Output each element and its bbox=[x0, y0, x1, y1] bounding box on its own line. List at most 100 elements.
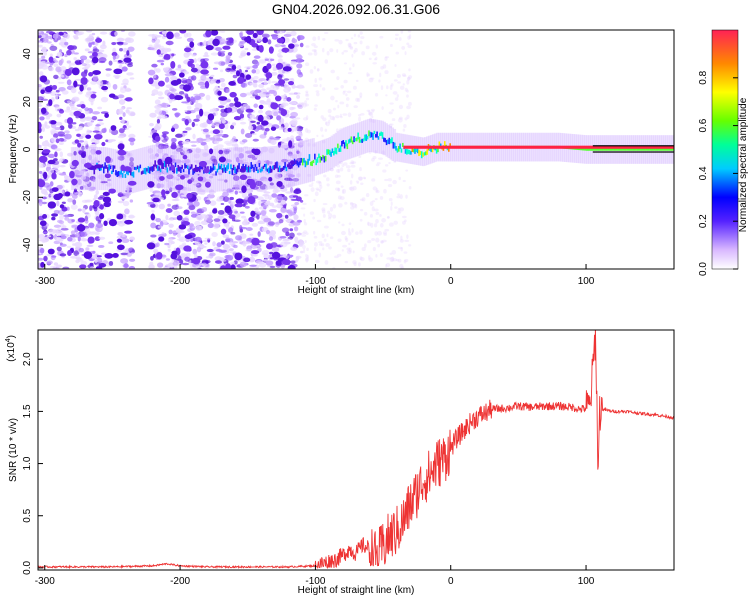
spectrogram-speckle bbox=[304, 100, 308, 105]
spectrogram-speckle bbox=[195, 196, 202, 201]
spectrogram-ridge-cell bbox=[146, 168, 148, 172]
spectrogram-speckle bbox=[212, 158, 217, 162]
spectrogram-speckle bbox=[367, 110, 371, 113]
spectrogram-speckle bbox=[389, 124, 393, 129]
spectrogram-blob bbox=[117, 244, 125, 251]
spectrogram-speckle bbox=[73, 188, 77, 193]
spectrogram-halo bbox=[265, 146, 269, 190]
spectrogram-speckle bbox=[63, 214, 71, 218]
spectrogram-speckle bbox=[243, 218, 248, 223]
spectrogram-blob bbox=[117, 213, 124, 219]
spectrogram-speckle bbox=[355, 231, 359, 235]
spectrogram-speckle bbox=[48, 193, 52, 198]
spectrogram-speckle bbox=[379, 223, 384, 228]
spectrogram-ridge-cell bbox=[159, 168, 162, 173]
spectrogram-halo bbox=[326, 138, 330, 172]
spectrogram-blob bbox=[250, 210, 256, 217]
spectrogram-speckle bbox=[293, 86, 301, 89]
spectrogram-speckle bbox=[290, 30, 297, 36]
spectrogram-blob bbox=[265, 72, 273, 79]
spectrogram-speckle bbox=[55, 138, 60, 144]
spectrogram-blob bbox=[108, 218, 118, 227]
spectrogram-speckle bbox=[67, 236, 73, 242]
spectrogram-speckle bbox=[99, 31, 108, 35]
colorbar-tick-label: 0.6 bbox=[698, 118, 709, 132]
spectrogram-ridge-peak bbox=[403, 145, 674, 149]
snr-y-tick-label: 0.5 bbox=[22, 508, 33, 522]
spectrogram-speckle bbox=[390, 201, 393, 206]
spectrogram-speckle bbox=[316, 68, 320, 72]
spectrogram-ridge-cell bbox=[259, 168, 262, 173]
spectrogram-speckle bbox=[304, 127, 309, 133]
spectrogram-speckle bbox=[357, 34, 361, 38]
spectrogram-speckle bbox=[332, 116, 336, 121]
spectrogram-ridge-cell bbox=[147, 166, 150, 174]
spectrogram-speckle bbox=[345, 103, 349, 108]
spectrogram-ridge-cell bbox=[404, 149, 407, 154]
spectrogram-speckle bbox=[147, 47, 155, 51]
spectrogram-blob bbox=[83, 251, 93, 260]
spectrogram-ridge-cell bbox=[219, 165, 221, 170]
spectrogram-speckle bbox=[201, 262, 207, 267]
spectrogram-speckle bbox=[280, 44, 286, 48]
spectrogram-speckle bbox=[210, 74, 215, 78]
spectrogram-ridge-cell bbox=[354, 138, 357, 142]
spectrogram-speckle bbox=[368, 57, 372, 61]
spectrogram-speckle bbox=[60, 74, 65, 78]
spectrogram-speckle bbox=[206, 217, 213, 223]
spectrogram-speckle bbox=[306, 254, 309, 259]
spectrogram-speckle bbox=[208, 175, 214, 179]
spectrogram-speckle bbox=[286, 177, 292, 180]
spectrogram-ridge-cell bbox=[388, 137, 391, 145]
spectrogram-speckle bbox=[359, 96, 362, 99]
spectrogram-speckle bbox=[53, 262, 59, 266]
spectrogram-speckle bbox=[63, 34, 68, 38]
spectrogram-ridge-cell bbox=[627, 148, 630, 151]
spectrogram-speckle bbox=[228, 214, 236, 219]
spectrogram-speckle bbox=[314, 104, 318, 107]
spectrogram-speckle bbox=[305, 45, 310, 48]
spectrogram-speckle bbox=[301, 86, 305, 89]
spectrogram-speckle bbox=[363, 211, 368, 216]
spectrogram-speckle bbox=[371, 200, 376, 203]
spectrogram-blob bbox=[217, 90, 222, 96]
spectrogram-ridge-cell bbox=[174, 162, 177, 168]
spectrogram-blob bbox=[67, 45, 75, 51]
spectrogram-speckle bbox=[227, 52, 233, 57]
spectrogram-ridge-cell bbox=[162, 163, 165, 169]
spectrogram-speckle bbox=[86, 129, 91, 136]
spectrogram-speckle bbox=[291, 120, 298, 127]
spectrogram-speckle bbox=[79, 140, 85, 143]
spectrogram-ridge-cell bbox=[594, 148, 596, 151]
spectrogram-ridge-cell bbox=[113, 165, 116, 169]
spectrogram-speckle bbox=[172, 230, 177, 237]
spectrogram-blob bbox=[157, 158, 163, 166]
spectrogram-halo bbox=[123, 151, 127, 195]
spectrogram-speckle bbox=[64, 109, 72, 113]
spectrogram-speckle bbox=[89, 266, 96, 269]
spectrogram-speckle bbox=[195, 147, 199, 150]
spectrogram-speckle bbox=[191, 75, 197, 81]
spectrogram-speckle bbox=[307, 52, 313, 56]
spectrogram-blob bbox=[77, 217, 86, 223]
spectrogram-speckle bbox=[403, 260, 407, 264]
spectrogram-halo bbox=[239, 147, 242, 191]
spectrogram-speckle bbox=[359, 198, 364, 201]
spectrogram-speckle bbox=[89, 144, 97, 150]
spectrogram-speckle bbox=[404, 258, 409, 263]
spectrogram-speckle bbox=[404, 117, 408, 121]
spectrogram-speckle bbox=[182, 262, 190, 266]
spectrogram-speckle bbox=[220, 259, 227, 262]
spectrogram-ridge-cell bbox=[226, 165, 228, 172]
spectrogram-speckle bbox=[152, 34, 159, 39]
spectrogram-blob bbox=[218, 149, 224, 155]
spectrogram-speckle bbox=[370, 77, 375, 80]
spectrogram-ridge-cell bbox=[610, 148, 612, 151]
spectrogram-ridge-cell bbox=[272, 165, 274, 170]
spectrogram-ridge-cell bbox=[646, 148, 649, 151]
spectrogram-speckle bbox=[294, 126, 298, 132]
spectrogram-ridge-cell bbox=[188, 168, 190, 175]
spectrogram-speckle bbox=[50, 144, 58, 150]
spectrogram-speckle bbox=[99, 261, 103, 264]
spectrogram-ridge-cell bbox=[131, 172, 133, 177]
